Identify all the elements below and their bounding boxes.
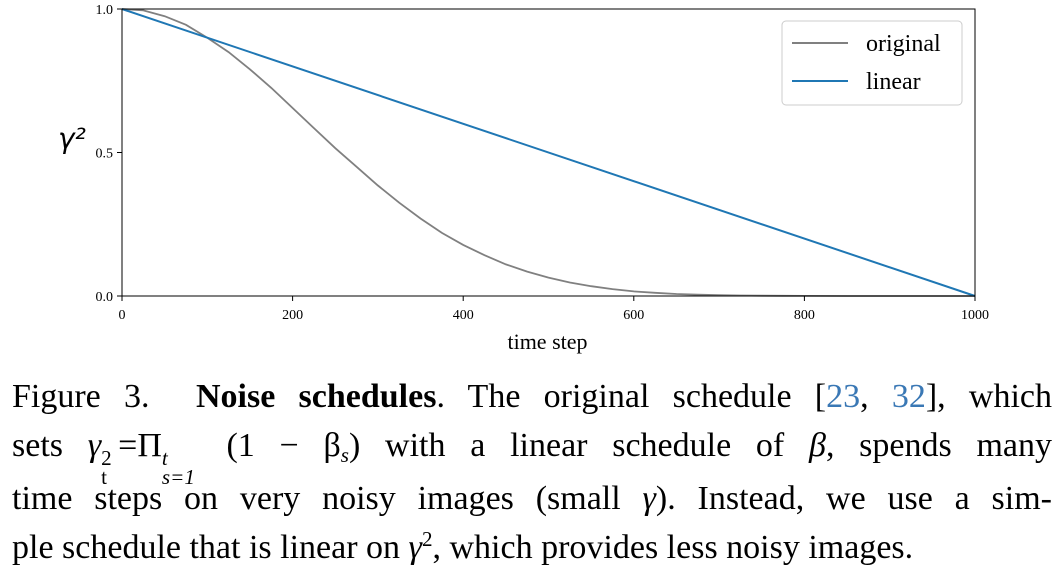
caption-line-2: sets γ 2 t =Π t s=1 (1 − βs) with a linear sch… [12,421,1053,489]
math-gamma: γ [408,529,422,566]
math-sub: t [101,464,108,489]
caption-text: , [860,378,892,415]
math-beta: β [809,427,826,464]
axes: 0 200 400 600 800 1000 0.0 0.5 1.0 time step γ² [58,3,989,354]
x-tick-label: 600 [623,308,644,323]
math-paren: (1 − β [226,427,341,464]
legend-label-original: original [866,31,941,57]
caption-line-1: Figure 3. Noise schedules. The original … [12,372,1052,421]
x-tick-label: 1000 [961,308,989,323]
caption-line-4: ple schedule that is linear on γ2, which… [12,523,1052,576]
caption-text: ). Instead, we use a sim- [655,480,1052,517]
legend-label-linear: linear [866,69,921,95]
legend: original linear [781,20,963,106]
caption-label: Figure 3. [12,378,150,415]
math-close: ) [348,427,361,464]
math-sup: t [161,445,168,470]
caption-text: , which provides less noisy images. [432,529,914,566]
caption-text: sets [12,427,88,464]
caption-text: . The original schedule [ [436,378,827,415]
y-tick-label: 0.0 [96,290,114,305]
y-tick-label: 0.5 [96,147,114,162]
caption-text: ple schedule that is linear on [12,529,409,566]
math-product: =Π [118,427,162,464]
math-sup: 2 [421,527,433,552]
y-tick-label: 1.0 [96,3,114,18]
x-tick-label: 200 [282,308,303,323]
math-gamma: γ [87,427,102,464]
x-tick-label: 800 [794,308,815,323]
math-sub: s [340,443,349,468]
math-gamma: γ [642,480,656,517]
math-sub: s=1 [161,464,195,489]
citation-link[interactable]: 23 [826,378,861,415]
citation-link[interactable]: 32 [891,378,926,415]
caption-title: Noise schedules [195,378,437,415]
series-line-linear [121,8,976,297]
caption-line-3: time steps on very noisy images (small γ… [12,474,1052,523]
figure-caption: Figure 3. Noise schedules. The original … [12,372,1052,576]
y-axis-label: γ² [58,122,86,155]
caption-text: with a linear schedule of [360,427,809,464]
x-axis-label: time step [507,329,587,354]
caption-text: , spends many [825,427,1053,464]
x-tick-label: 400 [453,308,474,323]
caption-text: time steps on very noisy images (small [12,480,643,517]
math-sup: 2 [101,445,112,470]
x-tick-label: 0 [119,308,126,323]
caption-text: ], which [925,378,1053,415]
noise-schedule-chart: 0 200 400 600 800 1000 0.0 0.5 1.0 time step γ² or… [58,3,989,354]
